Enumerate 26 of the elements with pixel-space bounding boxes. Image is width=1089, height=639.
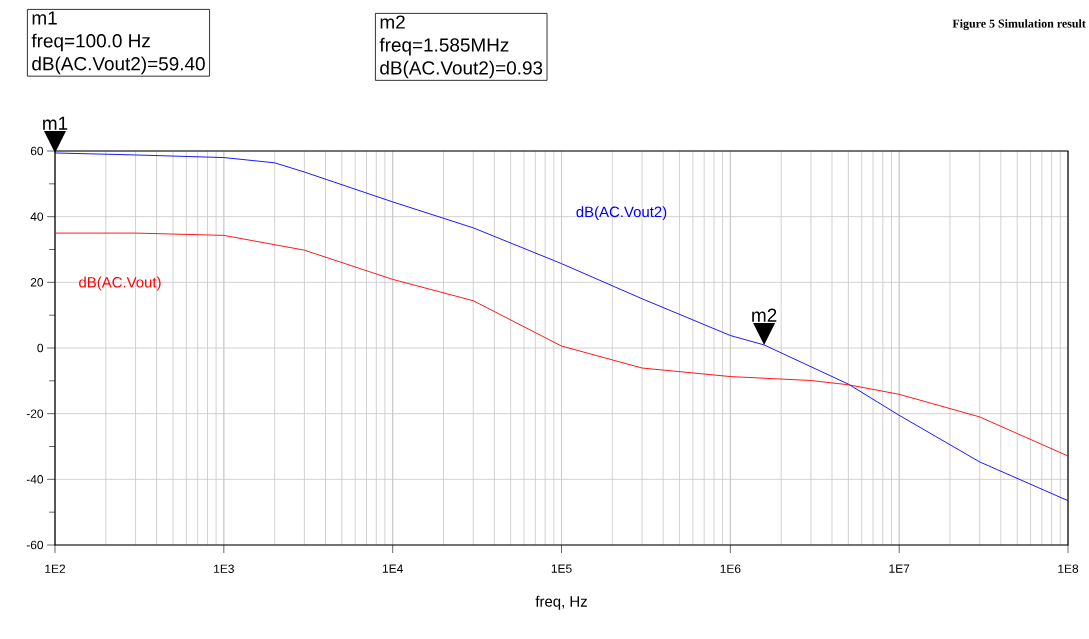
- text: m2: [380, 15, 405, 29]
- text: freq=1.585MHz: [379, 37, 509, 56]
- x-axis-title: freq, Hz: [535, 595, 587, 610]
- x-tick-label: 1E4: [382, 564, 403, 573]
- text: dB(AC.Vout2)=0.93: [380, 60, 543, 79]
- x-tick-label: 1E8: [1058, 564, 1079, 573]
- y-tick-label: -40: [26, 475, 44, 484]
- y-tick-label: 40: [30, 212, 44, 221]
- annotation: m2: [752, 308, 777, 322]
- y-tick-label: -60: [26, 540, 44, 550]
- y-tick-label: 0: [37, 343, 44, 353]
- text: dB(AC.Vout): [79, 276, 161, 291]
- y-tick-label: 60: [30, 146, 44, 156]
- x-tick-label: 1E2: [45, 564, 66, 573]
- text: freq=100.0 Hz: [31, 33, 150, 52]
- x-tick-label: 1E5: [551, 564, 572, 573]
- text: m1: [32, 11, 57, 25]
- y-tick-label: 20: [30, 278, 44, 287]
- x-tick-label: 1E3: [214, 564, 234, 573]
- text: dB(AC.Vout2)=59.40: [32, 56, 205, 75]
- x-tick-label: 1E7: [889, 564, 910, 573]
- caption: Figure 5 Simulation result: [952, 19, 1086, 31]
- text: dB(AC.Vout2): [576, 206, 667, 221]
- x-tick-label: 1E6: [720, 564, 741, 573]
- annotation: m1: [43, 116, 68, 130]
- y-tick-label: -20: [26, 409, 44, 418]
